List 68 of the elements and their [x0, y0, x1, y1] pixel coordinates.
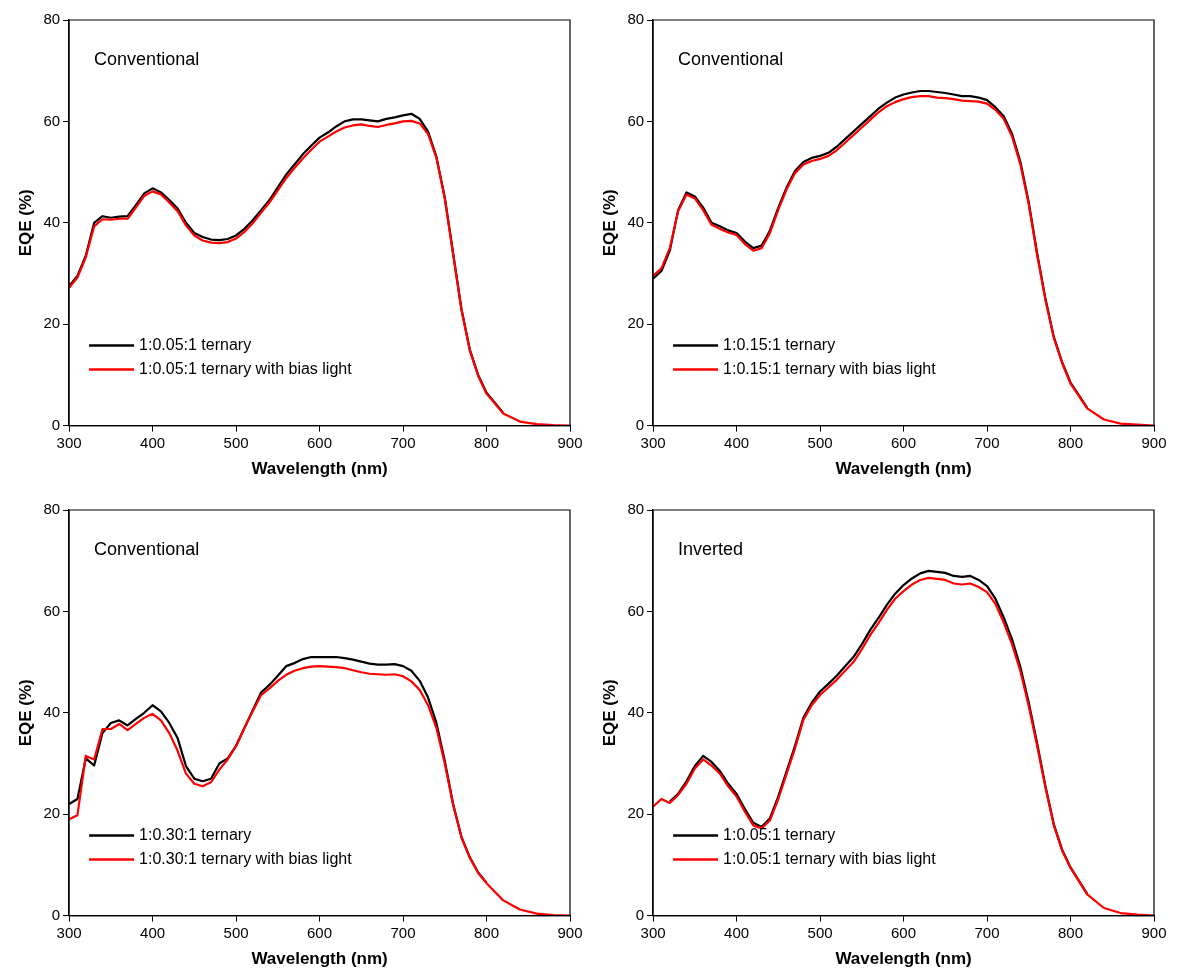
- annotation: Conventional: [94, 538, 200, 559]
- legend-label: 1:0.05:1 ternary with bias light: [139, 360, 353, 378]
- y-tick-label: 20: [627, 314, 645, 332]
- y-axis-title: EQE (%): [599, 679, 619, 747]
- x-tick-label: 900: [1141, 923, 1167, 941]
- x-tick-label: 600: [891, 433, 917, 451]
- y-tick-label: 40: [627, 212, 645, 230]
- y-tick-label: 0: [635, 905, 645, 923]
- legend-label: 1:0.05:1 ternary: [139, 336, 252, 354]
- x-tick-label: 500: [223, 433, 249, 451]
- x-tick-label: 300: [56, 433, 82, 451]
- x-tick-label: 700: [390, 923, 416, 941]
- x-tick-label: 500: [807, 433, 833, 451]
- x-axis-title: Wavelength (nm): [251, 459, 388, 479]
- x-tick-label: 300: [56, 923, 82, 941]
- x-tick-label: 400: [724, 433, 750, 451]
- y-tick-label: 80: [43, 500, 61, 518]
- y-axis-title: EQE (%): [599, 189, 619, 257]
- annotation: Conventional: [94, 48, 200, 69]
- y-tick-label: 60: [43, 601, 61, 619]
- x-tick-label: 700: [974, 923, 1000, 941]
- x-tick-label: 700: [390, 433, 416, 451]
- x-axis-title: Wavelength (nm): [835, 459, 972, 479]
- x-tick-label: 900: [1141, 433, 1167, 451]
- x-tick-label: 700: [974, 433, 1000, 451]
- legend-label: 1:0.15:1 ternary: [723, 336, 836, 354]
- y-tick-label: 80: [627, 10, 645, 28]
- legend-label: 1:0.15:1 ternary with bias light: [723, 360, 937, 378]
- x-tick-label: 600: [307, 923, 333, 941]
- x-tick-label: 600: [307, 433, 333, 451]
- legend-label: 1:0.05:1 ternary: [723, 826, 836, 844]
- legend-label: 1:0.30:1 ternary: [139, 826, 252, 844]
- y-tick-label: 40: [43, 212, 61, 230]
- legend-label: 1:0.30:1 ternary with bias light: [139, 850, 353, 868]
- y-tick-label: 80: [43, 10, 61, 28]
- legend-label: 1:0.05:1 ternary with bias light: [723, 850, 937, 868]
- y-tick-label: 20: [627, 804, 645, 822]
- x-tick-label: 400: [140, 923, 166, 941]
- y-tick-label: 0: [635, 415, 645, 433]
- y-tick-label: 60: [627, 111, 645, 129]
- x-tick-label: 900: [557, 923, 583, 941]
- y-tick-label: 60: [43, 111, 61, 129]
- y-tick-label: 0: [51, 415, 61, 433]
- x-tick-label: 800: [474, 433, 500, 451]
- x-tick-label: 800: [474, 923, 500, 941]
- x-tick-label: 300: [640, 433, 666, 451]
- x-tick-label: 400: [724, 923, 750, 941]
- x-axis-title: Wavelength (nm): [251, 949, 388, 969]
- x-tick-label: 400: [140, 433, 166, 451]
- y-tick-label: 40: [627, 702, 645, 720]
- y-tick-label: 60: [627, 601, 645, 619]
- x-tick-label: 900: [557, 433, 583, 451]
- y-tick-label: 20: [43, 804, 61, 822]
- x-axis-title: Wavelength (nm): [835, 949, 972, 969]
- y-tick-label: 40: [43, 702, 61, 720]
- x-tick-label: 300: [640, 923, 666, 941]
- x-tick-label: 500: [223, 923, 249, 941]
- y-tick-label: 20: [43, 314, 61, 332]
- x-tick-label: 800: [1058, 923, 1084, 941]
- x-tick-label: 800: [1058, 433, 1084, 451]
- y-tick-label: 80: [627, 500, 645, 518]
- x-tick-label: 500: [807, 923, 833, 941]
- y-axis-title: EQE (%): [15, 679, 35, 747]
- y-tick-label: 0: [51, 905, 61, 923]
- annotation: Conventional: [678, 48, 784, 69]
- annotation: Inverted: [678, 538, 744, 559]
- x-tick-label: 600: [891, 923, 917, 941]
- y-axis-title: EQE (%): [15, 189, 35, 257]
